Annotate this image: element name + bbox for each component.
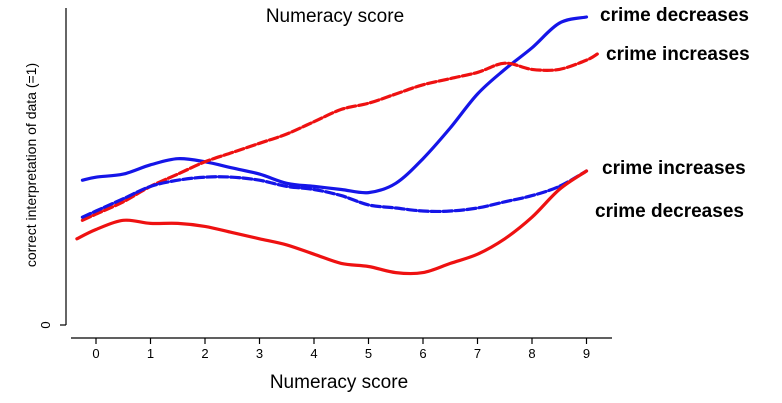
y-axis-label: correct interpretation of data (=1) <box>23 63 39 267</box>
line-blue-dashed-crime-increases <box>80 169 589 219</box>
label-crime-decreases-red: crime decreases <box>595 201 744 222</box>
label-crime-increases-red: crime increases <box>606 44 750 65</box>
x-tick-3-label: 3 <box>256 346 263 361</box>
x-tick-2-label: 2 <box>201 346 208 361</box>
x-tick-1-label: 1 <box>147 346 154 361</box>
x-tick-4-label: 4 <box>310 346 317 361</box>
x-tick-6-label: 6 <box>419 346 426 361</box>
x-tick-0-label: 0 <box>92 346 99 361</box>
label-crime-decreases-blue: crime decreases <box>600 5 749 26</box>
x-tick-7-label: 7 <box>474 346 481 361</box>
chart-title: Numeracy score <box>266 6 404 27</box>
x-tick-9-label: 9 <box>583 346 590 361</box>
series-lines <box>75 15 599 276</box>
line-blue-solid-crime-decreases <box>80 15 589 195</box>
line-red-solid-crime-decreases <box>75 169 589 276</box>
y-tick-0-label: 0 <box>38 321 53 328</box>
label-crime-increases-blue: crime increases <box>602 158 746 179</box>
x-tick-5-label: 5 <box>365 346 372 361</box>
x-tick-8-label: 8 <box>528 346 535 361</box>
x-ticks: 0 1 2 3 4 5 6 7 8 9 <box>92 338 590 361</box>
x-axis-label: Numeracy score <box>270 372 408 393</box>
